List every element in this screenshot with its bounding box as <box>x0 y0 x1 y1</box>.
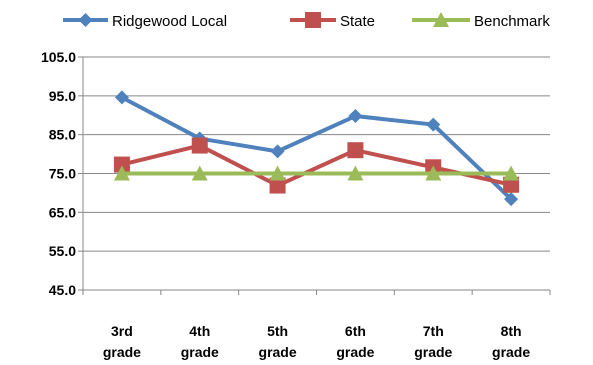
legend-marker <box>305 12 321 28</box>
chart-legend: Ridgewood Local State Benchmark <box>63 12 550 30</box>
x-tick-label-line: grade <box>336 344 374 360</box>
y-tick-label: 105.0 <box>41 49 76 65</box>
y-tick-label: 85.0 <box>49 127 76 143</box>
legend-label: Benchmark <box>474 13 550 30</box>
x-tick-label-line: 3rd <box>111 323 133 339</box>
data-point <box>270 144 285 159</box>
y-tick-label: 45.0 <box>49 282 76 298</box>
data-point <box>503 176 520 193</box>
series-line <box>121 143 512 188</box>
legend-item: State <box>290 12 375 30</box>
legend-marker <box>433 12 449 27</box>
chart-series <box>113 90 520 207</box>
x-tick-label-line: 5th <box>267 323 288 339</box>
y-tick-label: 55.0 <box>49 243 76 259</box>
x-tick-label-line: grade <box>414 344 452 360</box>
data-point <box>504 192 519 207</box>
data-point <box>191 137 208 154</box>
x-tick-label: 6th grade <box>336 323 374 360</box>
series-diamond <box>114 90 519 207</box>
legend-item: Ridgewood Local <box>63 13 227 30</box>
data-point <box>347 142 364 159</box>
data-point <box>503 165 520 181</box>
data-point <box>425 165 442 181</box>
data-point <box>113 156 130 173</box>
x-tick-label: 4th grade <box>181 323 219 360</box>
series-line <box>120 95 513 201</box>
series-square <box>113 137 520 194</box>
x-tick-label-line: 6th <box>345 323 366 339</box>
data-point <box>191 165 208 181</box>
x-tick-label-line: grade <box>492 344 530 360</box>
x-tick-label-line: grade <box>103 344 141 360</box>
x-tick-label-line: grade <box>259 344 297 360</box>
data-point <box>348 109 363 124</box>
x-axis-ticks: 3rd grade 4th grade 5th grade 6th grade 7th grade… <box>82 290 551 360</box>
data-point <box>269 165 286 181</box>
legend-label: State <box>340 13 375 30</box>
data-point <box>269 177 286 194</box>
chart-gridlines <box>83 56 550 252</box>
legend-label: Ridgewood Local <box>112 13 227 30</box>
y-tick-label: 95.0 <box>49 88 76 104</box>
x-tick-label-line: 7th <box>423 323 444 339</box>
data-point <box>113 165 130 181</box>
x-tick-label: 5th grade <box>259 323 297 360</box>
data-point <box>347 165 364 181</box>
legend-item: Benchmark <box>412 12 550 30</box>
y-axis-ticks: 105.0 95.0 85.0 75.0 65.0 55.0 45.0 <box>41 49 83 298</box>
data-point <box>114 90 129 105</box>
data-point <box>426 117 441 132</box>
series-triangle <box>113 165 520 181</box>
y-tick-label: 75.0 <box>49 166 76 182</box>
y-tick-label: 65.0 <box>49 204 76 220</box>
x-tick-label-line: grade <box>181 344 219 360</box>
x-tick-label: 3rd grade <box>103 323 141 360</box>
x-tick-label-line: 4th <box>189 323 210 339</box>
legend-marker <box>78 13 93 27</box>
x-tick-label: 8th grade <box>492 323 530 360</box>
x-tick-label-line: 8th <box>501 323 522 339</box>
x-tick-label: 7th grade <box>414 323 452 360</box>
